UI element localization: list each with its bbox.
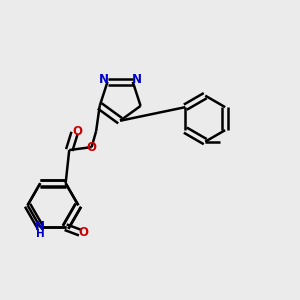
Text: N: N bbox=[132, 73, 142, 86]
Text: N: N bbox=[35, 220, 45, 232]
Text: O: O bbox=[73, 125, 82, 138]
Text: N: N bbox=[99, 73, 109, 86]
Text: O: O bbox=[87, 141, 97, 154]
Text: O: O bbox=[79, 226, 88, 239]
Text: H: H bbox=[36, 229, 44, 239]
